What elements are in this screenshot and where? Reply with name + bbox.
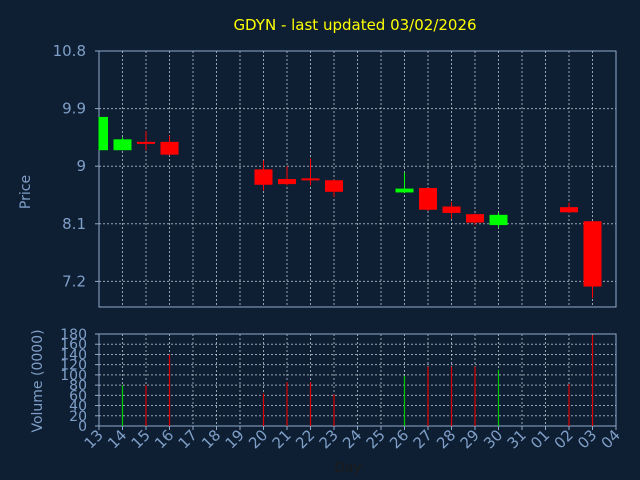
- volume-ytick-label: 80: [69, 378, 87, 394]
- x-tick-label: 18: [198, 426, 224, 452]
- volume-ytick-label: 120: [60, 358, 87, 374]
- x-axis-label: Day: [334, 460, 362, 476]
- volume-ytick-label: 180: [60, 327, 87, 343]
- candle-body: [442, 206, 461, 213]
- volume-ytick-label: 140: [60, 347, 87, 363]
- candle-body: [560, 207, 578, 213]
- price-ytick-label: 8.1: [62, 215, 86, 233]
- x-tick-label: 15: [128, 426, 154, 452]
- x-tick-label: 22: [292, 426, 318, 452]
- price-axis-label: Price: [18, 175, 34, 209]
- x-tick-label: 01: [527, 426, 553, 452]
- x-tick-label: 02: [551, 426, 577, 452]
- x-tick-label: 29: [457, 426, 483, 452]
- candle-body: [419, 187, 437, 210]
- candle-body: [466, 214, 484, 223]
- price-ytick-label: 10.8: [53, 42, 86, 60]
- x-tick-label: 04: [598, 426, 624, 452]
- volume-ytick-label: 60: [69, 388, 87, 404]
- volume-axis-label: Volume (0000): [30, 329, 46, 432]
- x-tick-label: 28: [433, 426, 459, 452]
- x-tick-label: 19: [222, 426, 248, 452]
- candle-body: [395, 188, 414, 193]
- candle-body: [113, 139, 132, 151]
- candle-body: [325, 180, 343, 192]
- volume-ytick-label: 40: [69, 399, 87, 415]
- price-ytick-label: 7.2: [62, 272, 86, 290]
- volume-ytick-label: 0: [78, 419, 87, 435]
- x-tick-labels: 1314151617181920212223242526272829303101…: [81, 426, 624, 452]
- price-panel: 7.2 8.1 9 9.9 10.8: [53, 42, 617, 308]
- x-tick-label: 26: [386, 426, 412, 452]
- volume-ytick-label: 20: [69, 409, 87, 425]
- x-tick-label: 21: [269, 426, 295, 452]
- x-tick-label: 23: [316, 426, 342, 452]
- chart-title: GDYN - last updated 03/02/2026: [233, 16, 476, 34]
- x-tick-label: 03: [574, 426, 600, 452]
- x-tick-label: 16: [151, 426, 177, 452]
- x-tick-label: 31: [504, 426, 530, 452]
- candle-body: [254, 169, 273, 185]
- x-tick-label: 25: [363, 426, 389, 452]
- x-tick-label: 14: [104, 426, 130, 452]
- candle-body: [137, 141, 155, 144]
- candle-body: [278, 179, 296, 185]
- candle-body: [489, 214, 508, 226]
- candle-body: [99, 116, 108, 151]
- x-tick-label: 17: [175, 426, 201, 452]
- x-tick-label: 20: [245, 426, 271, 452]
- candle-body: [160, 141, 179, 155]
- volume-ytick-label: 100: [60, 368, 87, 384]
- candle-body: [583, 221, 602, 287]
- price-ytick-label: 9.9: [62, 100, 86, 118]
- candle-body: [301, 178, 320, 181]
- x-tick-label: 27: [410, 426, 436, 452]
- x-tick-label: 30: [480, 426, 506, 452]
- price-frame: [98, 50, 617, 308]
- price-ytick-label: 9: [76, 157, 86, 175]
- x-tick-label: 24: [339, 426, 365, 452]
- volume-ytick-label: 160: [60, 337, 87, 353]
